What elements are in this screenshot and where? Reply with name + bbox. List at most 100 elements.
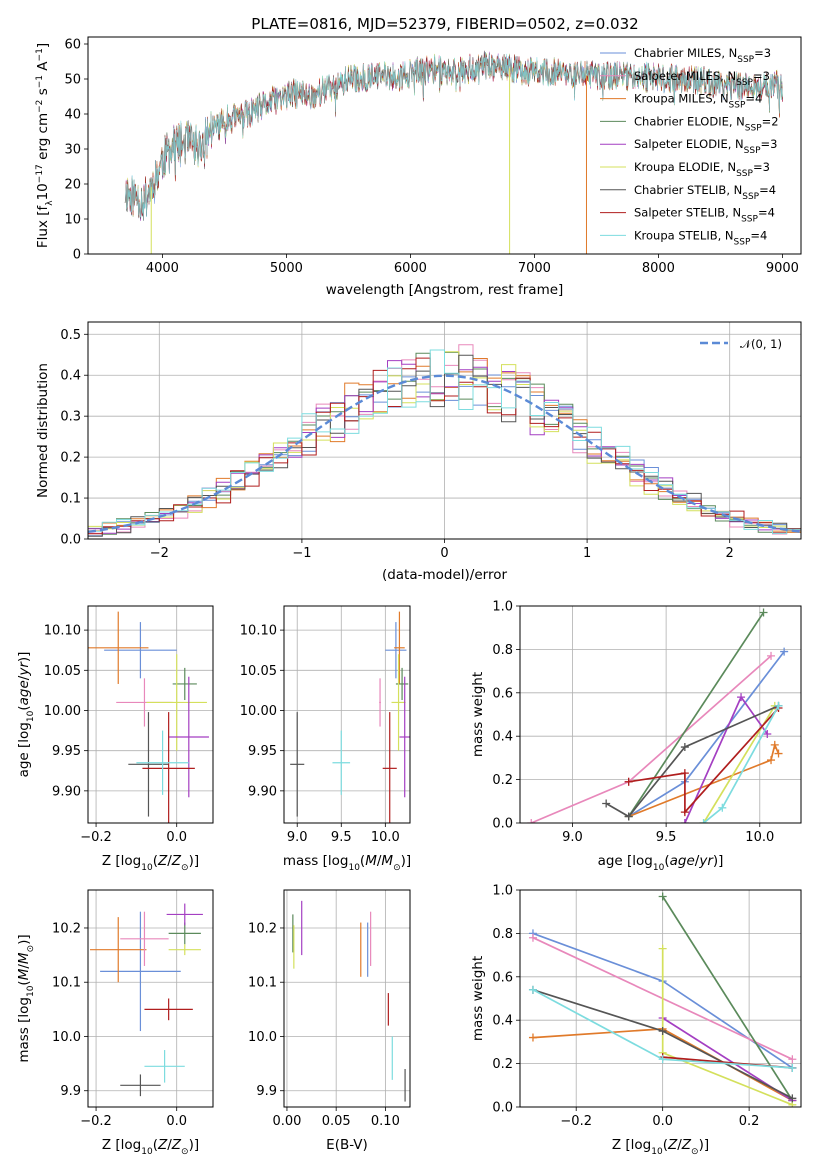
panel-age_vs_Z: −0.2 0.0 9.90 9.95 10.00 10.05 10.10 Z [log10(Z… (16, 605, 214, 873)
weight-line (661, 896, 794, 1101)
weight-marker (680, 769, 689, 778)
plot-area (292, 900, 406, 1102)
weight-marker (680, 819, 689, 823)
y-tick-label: 9.90 (52, 784, 81, 799)
y-tick-label: 0.2 (60, 451, 81, 466)
x-axis-label: Z [log10(Z/Z⊙)] (612, 1137, 709, 1157)
weight-marker (624, 812, 633, 821)
y-tick-label: 10.1 (248, 976, 277, 991)
weight-line (605, 705, 779, 818)
x-tick-label: 8000 (642, 261, 675, 276)
x-tick-label: 0.0 (166, 1114, 187, 1129)
y-tick-label: 0.5 (60, 328, 81, 343)
weight-marker (528, 933, 537, 942)
legend-label: Salpeter MILES, NSSP=3 (634, 69, 770, 88)
weight-marker (699, 819, 708, 823)
y-tick-label: 0.2 (492, 1057, 513, 1072)
x-tick-label: 0.0 (166, 830, 187, 845)
y-tick-label: 10.2 (248, 921, 277, 936)
weight-marker (770, 740, 779, 749)
y-tick-label: 0.6 (492, 970, 513, 985)
weight-marker (528, 985, 537, 994)
axes-frame (519, 889, 802, 1108)
y-tick-label: 9.95 (248, 744, 277, 759)
x-tick-label: 0.2 (739, 1114, 760, 1129)
y-tick-label: 50 (64, 73, 81, 88)
plot-area (290, 611, 410, 823)
x-tick-label: −2 (150, 546, 169, 561)
y-tick-label: 20 (64, 178, 81, 193)
x-tick-label: −0.2 (80, 1114, 112, 1129)
weight-line (628, 651, 785, 818)
x-tick-label: 0 (440, 546, 448, 561)
weight-marker (780, 647, 789, 656)
legend-label: Salpeter ELODIE, NSSP=3 (634, 137, 777, 156)
y-tick-label: 9.90 (248, 784, 277, 799)
x-axis-label: Z [log10(Z/Z⊙)] (102, 1137, 199, 1157)
x-tick-label: −0.2 (80, 830, 112, 845)
x-tick-label: 0.10 (371, 1114, 400, 1129)
y-tick-label: 1.0 (492, 600, 513, 615)
y-tick-label: 1.0 (492, 884, 513, 899)
x-tick-label: 9.5 (331, 830, 352, 845)
y-tick-label: 10.05 (240, 664, 277, 679)
spectrum-line (124, 52, 783, 221)
axes-frame (87, 605, 214, 824)
y-tick-label: 10.1 (52, 976, 81, 991)
legend-label: Kroupa MILES, NSSP=4 (634, 92, 762, 111)
weight-marker (788, 1063, 797, 1072)
weight-marker (788, 1055, 797, 1064)
y-tick-label: 0.0 (492, 1101, 513, 1116)
weight-marker (527, 819, 536, 823)
x-tick-label: −1 (292, 546, 311, 561)
weight-marker (774, 749, 783, 758)
weight-marker (718, 803, 727, 812)
y-tick-label: 10.00 (44, 704, 81, 719)
y-tick-label: 0.6 (492, 686, 513, 701)
y-axis-label: mass [log10(M/M⊙)] (16, 934, 36, 1062)
weight-marker (658, 944, 667, 953)
x-tick-label: 0.05 (322, 1114, 351, 1129)
x-tick-label: 4000 (146, 261, 179, 276)
panel-mass_vs_Z: −0.2 0.0 9.9 10.0 10.1 10.2 Z [log10(Z/Z⊙)] mas… (16, 889, 214, 1157)
x-tick-label: 5000 (270, 261, 303, 276)
x-axis-label: mass [log10(M/M⊙)] (283, 853, 411, 873)
y-tick-label: 0.8 (492, 927, 513, 942)
y-tick-label: 0.4 (60, 369, 81, 384)
y-tick-label: 10.0 (52, 1030, 81, 1045)
x-tick-label: 10.0 (745, 830, 774, 845)
y-axis-label: age [log10(age/yr)] (16, 652, 36, 778)
weight-marker (680, 743, 689, 752)
x-axis-label: wavelength [Angstrom, rest frame] (326, 282, 564, 298)
weight-marker (737, 693, 746, 702)
x-tick-label: 9.0 (287, 830, 308, 845)
panel-spectrum: 4000 5000 6000 7000 8000 9000 0 10 20 30 40 50 60 wav… (35, 36, 802, 298)
weight-marker (528, 1033, 537, 1042)
weight-marker (767, 651, 776, 660)
weight-line (530, 655, 772, 823)
y-tick-label: 0 (73, 248, 81, 263)
y-tick-label: 10 (64, 213, 81, 228)
y-tick-label: 10.00 (240, 704, 277, 719)
y-tick-label: 0.2 (492, 773, 513, 788)
weight-marker (767, 756, 776, 765)
weight-line (627, 612, 765, 817)
weight-line (628, 707, 780, 815)
legend-label: 𝒩(0, 1) (740, 337, 782, 351)
y-tick-label: 0.0 (492, 817, 513, 832)
legend-label: Kroupa ELODIE, NSSP=3 (634, 160, 770, 179)
y-tick-label: 0.4 (492, 730, 513, 745)
y-tick-label: 9.95 (52, 744, 81, 759)
y-axis-label: Normed distribution (35, 363, 51, 498)
x-tick-label: 9000 (766, 261, 799, 276)
y-axis-label: mass weight (470, 672, 486, 757)
plot-area (527, 608, 789, 823)
weight-line (661, 948, 793, 1106)
y-tick-label: 60 (64, 38, 81, 53)
x-axis-label: E(B-V) (326, 1137, 368, 1153)
y-tick-label: 40 (64, 108, 81, 123)
plot-area (88, 344, 801, 538)
y-tick-label: 0.4 (492, 1014, 513, 1029)
panel-age_vs_mass: 9.0 9.5 10.0 9.90 9.95 10.00 10.05 10.10 mass [l… (240, 605, 411, 873)
